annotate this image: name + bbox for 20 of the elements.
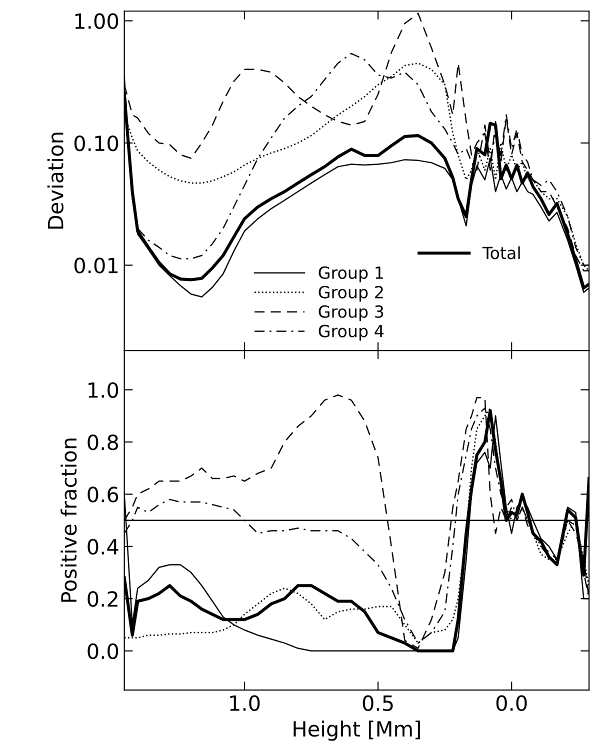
y-tick-label: 0.2 bbox=[88, 591, 118, 607]
legend-label: Group 2 bbox=[318, 286, 383, 302]
y-tick-label: 0.8 bbox=[88, 434, 118, 450]
legend-label: Group 1 bbox=[318, 266, 383, 282]
legend-label: Group 3 bbox=[318, 305, 384, 322]
x-tick-label: 1.0 bbox=[230, 695, 260, 712]
y-tick-label: 1.00 bbox=[75, 13, 118, 30]
y-tick-label: 0.0 bbox=[88, 643, 118, 660]
x-axis-title: Height [Mm] bbox=[294, 720, 420, 741]
y-tick-label: 0.01 bbox=[74, 258, 118, 274]
legend-label: Group 4 bbox=[318, 324, 384, 341]
y-axis-title: Positive fraction bbox=[60, 438, 77, 602]
y-tick-label: 0.6 bbox=[88, 486, 118, 502]
x-tick-label: 0.0 bbox=[496, 695, 527, 712]
y-axis-title: Deviation bbox=[47, 132, 64, 229]
y-tick-label: 1.0 bbox=[88, 382, 118, 398]
legend-label: Total bbox=[482, 246, 520, 260]
x-tick-label: 0.5 bbox=[362, 695, 393, 712]
y-tick-label: 0.4 bbox=[88, 538, 118, 555]
y-tick-label: 0.10 bbox=[74, 135, 118, 152]
